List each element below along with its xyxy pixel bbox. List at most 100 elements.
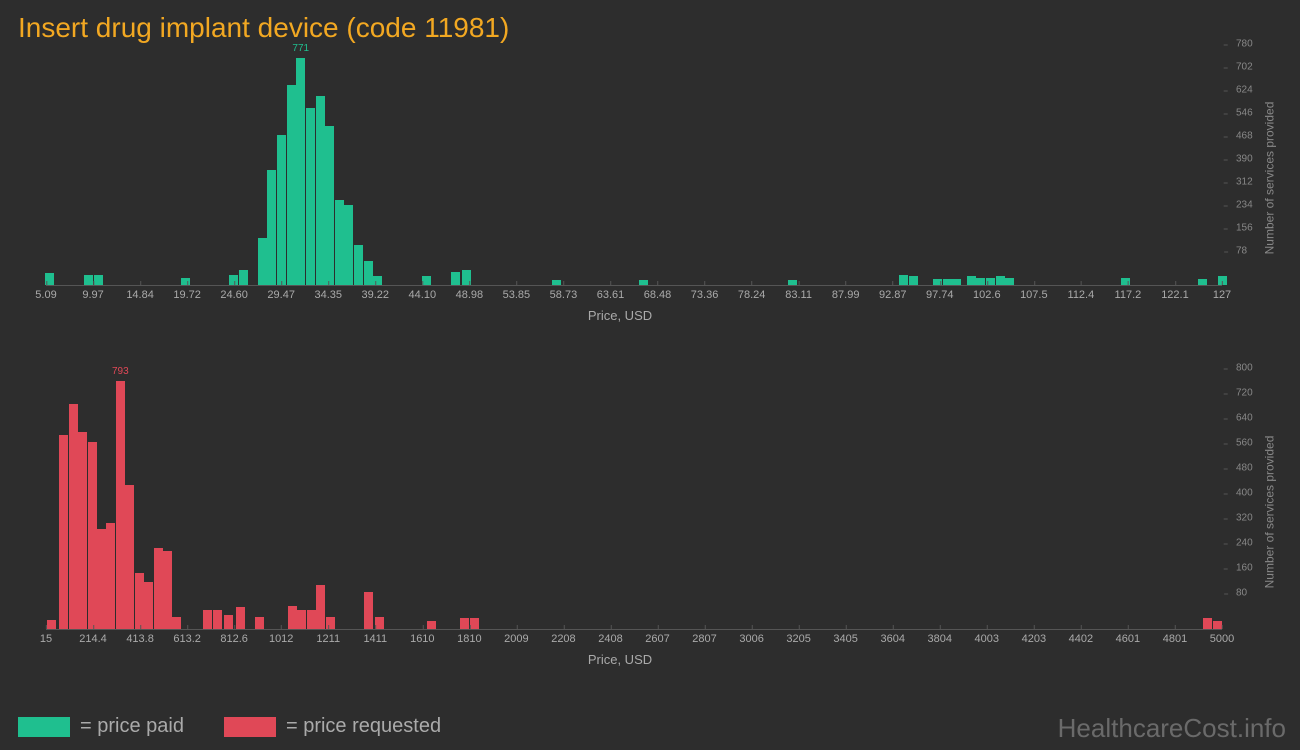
x-tick: 44.10 bbox=[409, 285, 437, 301]
legend-label-paid: = price paid bbox=[80, 715, 184, 738]
bar bbox=[116, 381, 125, 629]
bar bbox=[1198, 279, 1207, 285]
x-tick: 87.99 bbox=[832, 285, 860, 301]
x-tick: 83.11 bbox=[785, 285, 812, 301]
x-tick: 102.6 bbox=[973, 285, 1001, 301]
y-tick: 390 bbox=[1228, 154, 1253, 165]
x-axis-label-top: Price, USD bbox=[18, 308, 1222, 323]
x-tick: 24.60 bbox=[220, 285, 248, 301]
bar bbox=[967, 276, 976, 285]
x-tick: 14.84 bbox=[126, 285, 154, 301]
bar bbox=[375, 617, 384, 630]
bar bbox=[996, 276, 1005, 285]
x-tick: 117.2 bbox=[1115, 285, 1142, 301]
bar bbox=[287, 85, 296, 286]
x-tick: 29.47 bbox=[267, 285, 295, 301]
bar bbox=[899, 275, 908, 285]
x-tick: 3205 bbox=[786, 629, 810, 645]
y-tick: 780 bbox=[1228, 39, 1253, 50]
y-tick: 720 bbox=[1228, 388, 1253, 399]
x-tick: 112.4 bbox=[1068, 285, 1095, 301]
peak-label-bottom: 793 bbox=[112, 366, 129, 377]
y-tick: 480 bbox=[1228, 463, 1253, 474]
x-tick: 1810 bbox=[457, 629, 481, 645]
x-tick: 127 bbox=[1213, 285, 1231, 301]
bar bbox=[316, 585, 325, 629]
x-tick: 1012 bbox=[269, 629, 293, 645]
x-tick: 9.97 bbox=[82, 285, 103, 301]
bar bbox=[78, 432, 87, 629]
y-tick: 160 bbox=[1228, 563, 1253, 574]
x-tick: 214.4 bbox=[79, 629, 107, 645]
y-tick: 468 bbox=[1228, 131, 1253, 142]
bar bbox=[144, 582, 153, 629]
y-axis-label-top: Number of services provided bbox=[1263, 101, 1277, 254]
x-tick: 58.73 bbox=[550, 285, 578, 301]
x-tick: 97.74 bbox=[926, 285, 954, 301]
x-tick: 2807 bbox=[692, 629, 716, 645]
bar bbox=[335, 200, 344, 286]
bar bbox=[364, 261, 373, 285]
x-tick: 3604 bbox=[880, 629, 904, 645]
bar bbox=[326, 617, 335, 630]
legend-item-paid: = price paid bbox=[18, 715, 184, 738]
bar bbox=[354, 245, 363, 285]
x-tick: 613.2 bbox=[173, 629, 201, 645]
bar bbox=[1203, 618, 1212, 629]
x-tick: 68.48 bbox=[644, 285, 672, 301]
x-tick: 3006 bbox=[739, 629, 763, 645]
bar bbox=[203, 610, 212, 629]
x-tick: 1411 bbox=[363, 629, 387, 645]
bar bbox=[97, 529, 106, 629]
y-tick: 320 bbox=[1228, 513, 1253, 524]
bar bbox=[976, 278, 985, 285]
bar bbox=[296, 58, 305, 285]
y-tick: 560 bbox=[1228, 438, 1253, 449]
bar bbox=[59, 435, 68, 629]
y-tick: 640 bbox=[1228, 413, 1253, 424]
bar bbox=[47, 620, 56, 629]
bar bbox=[88, 442, 97, 630]
x-tick: 2009 bbox=[504, 629, 528, 645]
bar bbox=[364, 592, 373, 630]
x-tick: 3804 bbox=[928, 629, 952, 645]
y-tick: 800 bbox=[1228, 363, 1253, 374]
x-tick: 34.35 bbox=[314, 285, 342, 301]
x-tick: 122.1 bbox=[1161, 285, 1189, 301]
bar bbox=[172, 617, 181, 630]
bar bbox=[952, 279, 961, 285]
bar bbox=[106, 523, 115, 629]
x-tick: 2408 bbox=[598, 629, 622, 645]
x-tick: 413.8 bbox=[126, 629, 154, 645]
bar bbox=[306, 108, 315, 285]
legend: = price paid = price requested bbox=[18, 715, 441, 738]
bars-bottom bbox=[46, 380, 1222, 629]
x-tick: 5000 bbox=[1210, 629, 1234, 645]
x-tick: 4801 bbox=[1163, 629, 1187, 645]
x-tick: 107.5 bbox=[1020, 285, 1048, 301]
x-tick: 39.22 bbox=[362, 285, 390, 301]
x-tick: 48.98 bbox=[456, 285, 484, 301]
x-tick: 1610 bbox=[410, 629, 434, 645]
chart-price-paid: 5.099.9714.8419.7224.6029.4734.3539.2244… bbox=[18, 56, 1282, 336]
bar bbox=[163, 551, 172, 629]
bar bbox=[213, 610, 222, 629]
x-tick: 78.24 bbox=[738, 285, 766, 301]
page-title: Insert drug implant device (code 11981) bbox=[18, 12, 509, 44]
bar bbox=[84, 275, 93, 285]
x-tick: 73.36 bbox=[691, 285, 719, 301]
bar bbox=[297, 610, 306, 629]
x-tick: 92.87 bbox=[879, 285, 907, 301]
bar bbox=[1005, 278, 1014, 285]
y-tick: 546 bbox=[1228, 108, 1253, 119]
x-tick: 15 bbox=[40, 629, 52, 645]
x-axis-label-bottom: Price, USD bbox=[18, 652, 1222, 667]
bar bbox=[344, 205, 353, 285]
plot-area-bottom: 15214.4413.8613.2812.6101212111411161018… bbox=[46, 380, 1222, 630]
x-tick: 4203 bbox=[1022, 629, 1046, 645]
bar bbox=[224, 615, 233, 629]
bar bbox=[325, 126, 334, 285]
bar bbox=[94, 275, 103, 285]
x-tick: 812.6 bbox=[220, 629, 248, 645]
y-tick: 702 bbox=[1228, 62, 1253, 73]
